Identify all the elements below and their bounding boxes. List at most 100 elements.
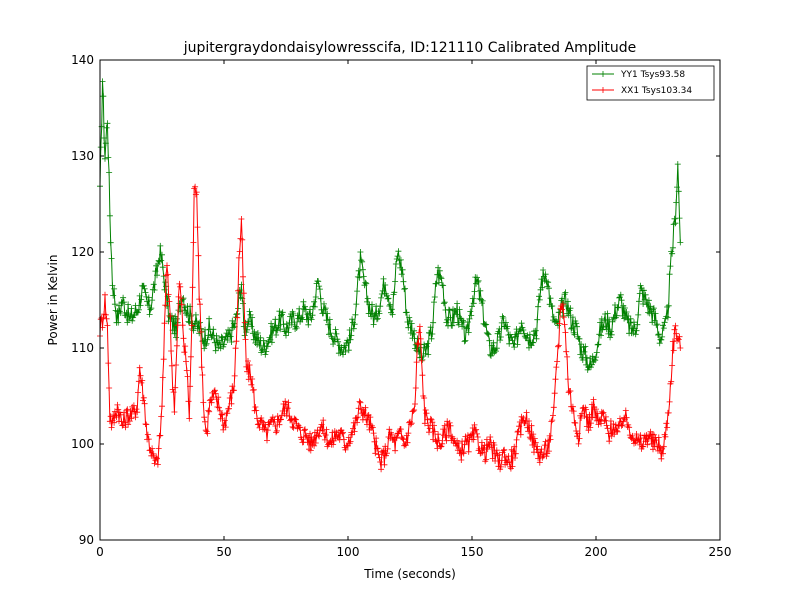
data-point bbox=[297, 424, 304, 431]
data-point bbox=[196, 296, 203, 303]
data-point bbox=[554, 358, 561, 365]
data-point bbox=[501, 446, 508, 453]
legend-box bbox=[586, 65, 715, 101]
data-point bbox=[653, 437, 660, 444]
data-point bbox=[403, 309, 410, 316]
data-point bbox=[340, 351, 346, 358]
data-point bbox=[382, 282, 389, 288]
data-point bbox=[660, 450, 666, 457]
data-point bbox=[274, 413, 281, 420]
data-point bbox=[121, 419, 128, 426]
data-point bbox=[536, 459, 543, 466]
data-point bbox=[468, 431, 475, 438]
data-point bbox=[581, 348, 588, 355]
data-point bbox=[165, 291, 172, 298]
data-point bbox=[614, 304, 621, 311]
data-point bbox=[662, 433, 669, 440]
data-point bbox=[562, 329, 569, 336]
data-point bbox=[606, 438, 613, 445]
data-point bbox=[569, 314, 576, 321]
data-point bbox=[495, 328, 502, 335]
data-point bbox=[588, 420, 594, 427]
data-point bbox=[513, 436, 520, 443]
data-point bbox=[217, 345, 224, 352]
data-point bbox=[259, 347, 265, 354]
data-point bbox=[405, 324, 412, 331]
data-point bbox=[230, 387, 237, 394]
data-point bbox=[484, 330, 491, 337]
data-point bbox=[158, 257, 165, 264]
data-point bbox=[435, 431, 442, 438]
data-point bbox=[417, 335, 424, 342]
data-point bbox=[371, 438, 378, 445]
data-point bbox=[559, 301, 566, 308]
data-point bbox=[157, 242, 164, 249]
data-point bbox=[100, 93, 107, 100]
data-point bbox=[302, 433, 309, 440]
data-point bbox=[528, 422, 535, 429]
data-point bbox=[440, 300, 447, 307]
data-point bbox=[159, 403, 165, 410]
data-point bbox=[159, 374, 166, 381]
data-point bbox=[383, 452, 389, 459]
data-point bbox=[183, 312, 190, 318]
data-point bbox=[477, 450, 484, 457]
data-point bbox=[644, 441, 651, 448]
data-point bbox=[378, 294, 385, 301]
data-point bbox=[211, 335, 218, 342]
data-point bbox=[449, 322, 456, 329]
data-point bbox=[424, 340, 431, 347]
data-point bbox=[532, 327, 539, 334]
data-point bbox=[202, 326, 208, 333]
data-point bbox=[551, 390, 558, 397]
data-point bbox=[254, 421, 261, 428]
data-point bbox=[493, 345, 500, 352]
data-point bbox=[455, 321, 462, 328]
data-point bbox=[342, 446, 349, 453]
data-point bbox=[629, 432, 636, 439]
data-point bbox=[439, 440, 446, 447]
data-point bbox=[323, 426, 330, 433]
series-xx1 bbox=[97, 183, 684, 473]
data-point bbox=[183, 358, 189, 365]
data-point bbox=[423, 343, 430, 350]
data-point bbox=[348, 332, 355, 339]
data-point bbox=[512, 455, 518, 461]
data-point bbox=[400, 278, 407, 285]
data-point bbox=[119, 422, 126, 429]
data-point bbox=[497, 334, 504, 340]
data-point bbox=[147, 306, 154, 313]
data-point bbox=[504, 323, 511, 330]
data-point bbox=[447, 422, 454, 429]
data-point bbox=[654, 443, 661, 450]
data-point bbox=[235, 305, 242, 312]
plot-frame bbox=[99, 59, 721, 541]
data-point bbox=[243, 363, 250, 370]
data-point bbox=[425, 351, 432, 358]
data-point bbox=[232, 345, 239, 352]
data-point bbox=[426, 425, 433, 432]
data-point bbox=[431, 428, 438, 435]
data-point bbox=[115, 319, 122, 326]
data-point bbox=[187, 353, 194, 360]
data-point bbox=[302, 303, 308, 310]
data-point bbox=[599, 410, 606, 417]
data-point bbox=[559, 295, 566, 302]
data-point bbox=[362, 404, 369, 411]
data-point bbox=[339, 430, 346, 437]
data-point bbox=[545, 279, 552, 286]
data-point bbox=[517, 431, 524, 438]
data-point bbox=[536, 296, 543, 303]
data-point bbox=[104, 322, 111, 329]
data-point bbox=[262, 351, 269, 358]
data-point bbox=[125, 412, 132, 419]
data-point bbox=[289, 423, 296, 430]
data-point bbox=[675, 336, 682, 343]
data-point bbox=[107, 413, 114, 420]
data-point bbox=[320, 417, 327, 424]
data-point bbox=[118, 418, 125, 425]
data-point bbox=[669, 250, 676, 257]
data-point bbox=[406, 314, 413, 321]
data-point bbox=[283, 332, 289, 339]
data-point bbox=[199, 372, 206, 378]
